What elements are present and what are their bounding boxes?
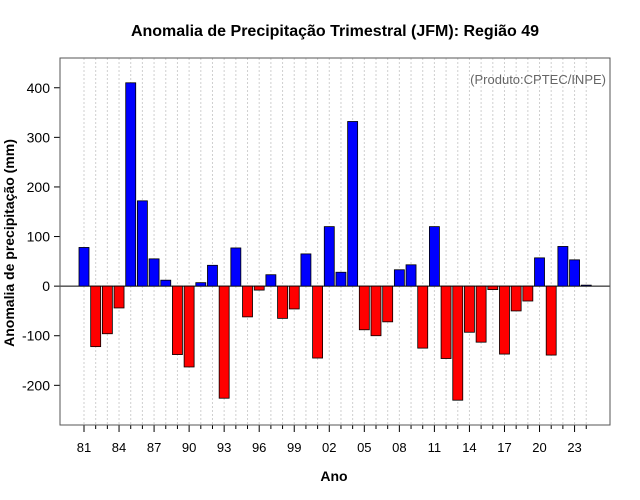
- x-tick-label-11: 11: [428, 440, 442, 455]
- bar-2020: [534, 257, 545, 287]
- bar-1985: [125, 82, 137, 287]
- bar-1996: [253, 285, 265, 291]
- bar-1987: [148, 258, 160, 287]
- bar-1991: [195, 282, 207, 287]
- plot-frame: [59, 57, 611, 426]
- bar-1993: [218, 285, 230, 399]
- bar-2005: [358, 285, 370, 331]
- bar-2019: [522, 285, 534, 302]
- bar-1984: [113, 285, 125, 309]
- x-tick-label-17: 17: [497, 440, 511, 455]
- bar-2023: [569, 259, 580, 287]
- bar-1994: [230, 247, 242, 287]
- bar-2021: [545, 285, 557, 356]
- y-tick-label--200: -200: [22, 377, 50, 393]
- bar-2024: [580, 284, 592, 287]
- x-tick-label-14: 14: [462, 440, 476, 455]
- y-tick-label-200: 200: [27, 179, 51, 195]
- y-tick-label--100: -100: [22, 328, 50, 344]
- bar-2006: [370, 285, 382, 337]
- x-tick-label-87: 87: [147, 440, 161, 455]
- bar-2003: [335, 271, 347, 287]
- bar-1988: [160, 279, 172, 287]
- x-tick-label-08: 08: [392, 440, 406, 455]
- bar-1999: [288, 285, 300, 310]
- chart-title: Anomalia de Precipitação Trimestral (JFM…: [131, 23, 539, 40]
- bar-2010: [417, 285, 429, 349]
- x-tick-label-84: 84: [112, 440, 126, 455]
- bar-2004: [347, 121, 359, 287]
- bar-2022: [557, 246, 569, 287]
- bar-1995: [242, 285, 253, 318]
- y-axis: -200 -100 0 100 200 300 400: [22, 80, 60, 393]
- bar-1986: [136, 200, 148, 287]
- bar-1992: [207, 264, 218, 287]
- x-tick-label-90: 90: [182, 440, 196, 455]
- y-axis-title: Anomalia de precipitação (mm): [1, 139, 17, 347]
- bars: [78, 82, 592, 401]
- x-tick-label-96: 96: [252, 440, 266, 455]
- y-tick-label-100: 100: [27, 229, 51, 245]
- vertical-gridlines: [83, 58, 587, 425]
- bar-2009: [405, 264, 417, 287]
- bar-1983: [101, 285, 113, 335]
- bar-2012: [440, 285, 452, 359]
- bar-2015: [475, 285, 487, 343]
- x-tick-label-02: 02: [322, 440, 336, 455]
- bar-2002: [323, 226, 335, 287]
- bar-2000: [300, 253, 312, 287]
- bar-1998: [277, 285, 288, 319]
- bar-2008: [393, 269, 405, 287]
- bar-2011: [428, 226, 440, 287]
- source-annotation: (Produto:CPTEC/INPE): [470, 72, 606, 87]
- x-tick-label-99: 99: [287, 440, 301, 455]
- bar-1981: [78, 247, 90, 287]
- bar-1990: [183, 285, 195, 368]
- x-axis: 81 84 87 90 93 96 99 02 05 08 11 14 17 20 23: [77, 425, 587, 455]
- bar-1997: [265, 274, 277, 287]
- bar-2017: [499, 285, 510, 355]
- x-axis-title: Ano: [320, 468, 347, 484]
- x-tick-label-23: 23: [567, 440, 581, 455]
- x-tick-label-20: 20: [532, 440, 546, 455]
- bar-2016: [487, 285, 499, 291]
- bar-2014: [464, 285, 475, 333]
- bar-2018: [510, 285, 522, 312]
- x-tick-label-05: 05: [357, 440, 371, 455]
- y-tick-label-0: 0: [42, 278, 50, 294]
- bar-1989: [172, 285, 183, 355]
- y-tick-label-400: 400: [27, 80, 51, 96]
- y-tick-label-300: 300: [27, 129, 51, 145]
- x-tick-label-81: 81: [77, 440, 91, 455]
- bar-2001: [312, 285, 324, 359]
- bar-2007: [382, 285, 394, 323]
- x-tick-label-93: 93: [217, 440, 231, 455]
- bar-2013: [452, 285, 464, 401]
- bar-1982: [90, 285, 102, 348]
